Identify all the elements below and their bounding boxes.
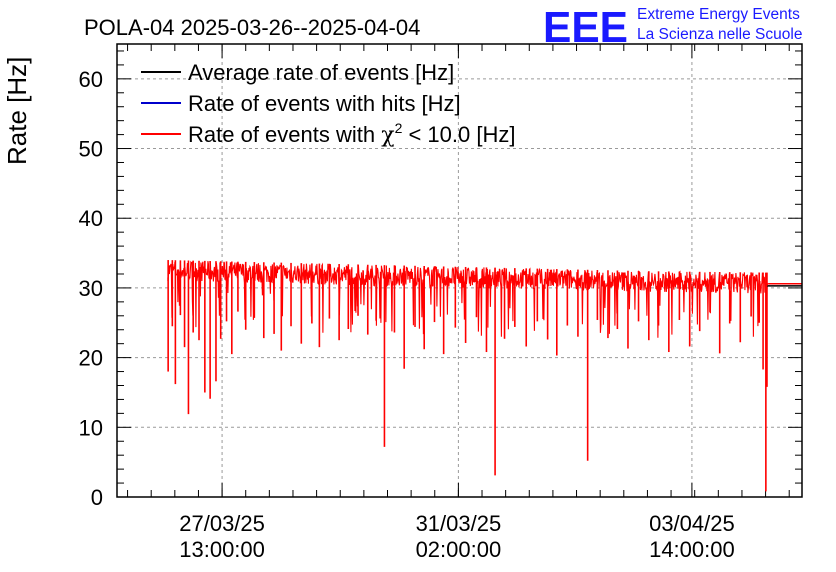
y-tick-label: 60 bbox=[79, 67, 103, 92]
eee-logo: EEE Extreme Energy Events La Scienza nel… bbox=[543, 3, 802, 52]
series-chi2-rate bbox=[167, 260, 802, 492]
chart-title: POLA-04 2025-03-26--2025-04-04 bbox=[84, 15, 420, 40]
x-tick-date: 27/03/25 bbox=[179, 511, 265, 536]
legend: Average rate of events [Hz] Rate of even… bbox=[141, 60, 515, 148]
x-tick-time: 02:00:00 bbox=[416, 537, 502, 562]
logo-line-1: Extreme Energy Events bbox=[637, 6, 800, 23]
y-tick-label: 20 bbox=[79, 346, 103, 371]
x-tick-time: 13:00:00 bbox=[179, 537, 265, 562]
logo-line-2: La Scienza nelle Scuole bbox=[637, 26, 802, 43]
legend-chi2-symbol: χ bbox=[381, 123, 394, 148]
y-axis-label: Rate [Hz] bbox=[2, 57, 32, 165]
y-tick-label: 10 bbox=[79, 415, 103, 440]
grid-lines bbox=[117, 44, 802, 497]
y-tick-label: 50 bbox=[79, 137, 103, 162]
legend-label-average: Average rate of events [Hz] bbox=[188, 60, 454, 85]
y-tick-label: 40 bbox=[79, 206, 103, 231]
chi2-rate-trace bbox=[167, 260, 769, 338]
legend-chi2-suffix: < 10.0 [Hz] bbox=[402, 122, 515, 147]
x-tick-time: 14:00:00 bbox=[649, 537, 735, 562]
y-tick-label: 30 bbox=[79, 276, 103, 301]
axis-ticks bbox=[117, 44, 802, 498]
plot-frame bbox=[116, 43, 803, 498]
legend-label-chi2: Rate of events with χ2 < 10.0 [Hz] bbox=[188, 120, 515, 148]
y-tick-labels: 0 10 20 30 40 50 60 bbox=[79, 67, 103, 510]
legend-chi2-superscript: 2 bbox=[395, 120, 403, 136]
x-tick-date: 31/03/25 bbox=[416, 511, 502, 536]
x-tick-date: 03/04/25 bbox=[649, 511, 735, 536]
series-average-rate bbox=[766, 283, 802, 287]
legend-label-hits: Rate of events with hits [Hz] bbox=[188, 91, 461, 116]
y-tick-label: 0 bbox=[91, 485, 103, 510]
legend-chi2-prefix: Rate of events with bbox=[188, 122, 381, 147]
